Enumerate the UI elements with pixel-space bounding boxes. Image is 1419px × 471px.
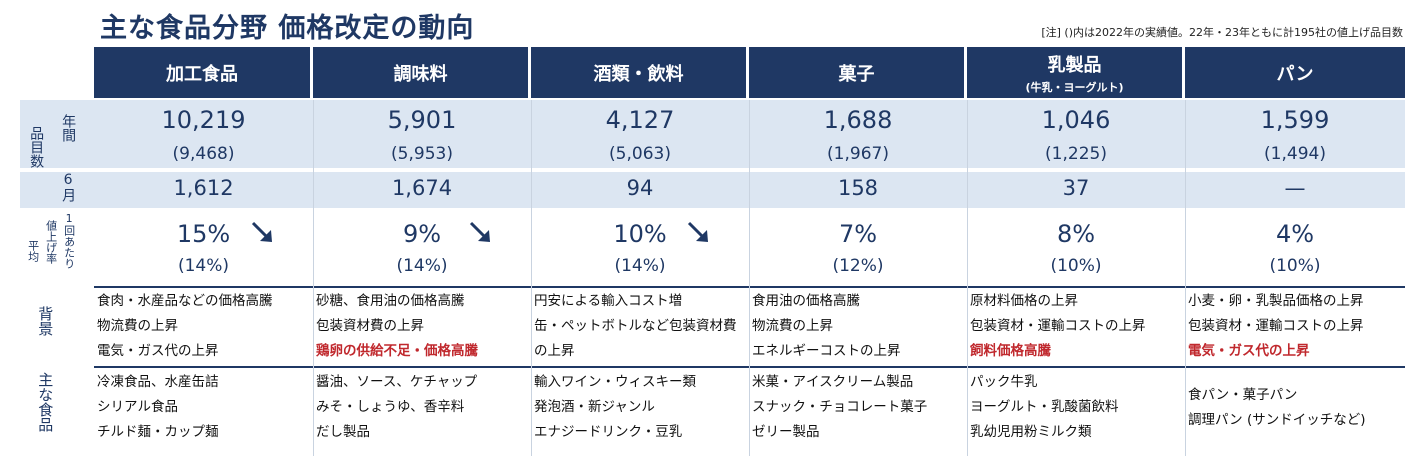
annual-count-2022: (1,225) — [1045, 144, 1107, 164]
food-item: みそ・しょうゆ、香辛料 — [316, 399, 465, 415]
average-rate-2022: (14%) — [177, 256, 230, 276]
food-item: チルド麺・カップ麺 — [97, 424, 219, 440]
average-rate: 7% — [838, 220, 878, 248]
background-reason: 小麦・卵・乳製品価格の上昇 — [1188, 293, 1364, 309]
annual-count: 1,599 — [1260, 106, 1330, 134]
background-reason: 包装資材・運輸コストの上昇 — [970, 318, 1146, 334]
label-rate: 値上げ率 — [44, 220, 58, 264]
average-rate: 10% — [613, 220, 667, 248]
category-name: 酒類・飲料 — [593, 63, 684, 85]
category-name: 調味料 — [393, 63, 448, 85]
page-title: 主な食品分野 価格改定の動向 — [100, 13, 475, 44]
average-rate-2022: (14%) — [614, 256, 666, 276]
column-separator — [967, 100, 968, 456]
food-item: スナック・チョコレート菓子 — [752, 399, 928, 415]
background-reason: の上昇 — [534, 343, 575, 359]
category-name: 加工食品 — [166, 63, 238, 85]
average-rate-2022: (12%) — [832, 256, 884, 276]
label-main-foods: 主な食品 — [36, 372, 55, 432]
food-item: シリアル食品 — [97, 399, 178, 415]
food-item: ゼリー製品 — [752, 424, 820, 440]
food-item: 食パン・菓子パン — [1188, 387, 1298, 403]
label-average: 平均 — [26, 240, 40, 262]
june-count: 1,674 — [391, 176, 453, 200]
background-reason: 缶・ペットボトルなど包装資材費 — [534, 318, 737, 334]
category-header-1: 調味料 — [313, 47, 531, 98]
category-name: 菓子 — [838, 63, 875, 85]
june-count: 94 — [626, 176, 654, 200]
average-rate-2022: (10%) — [1050, 256, 1102, 276]
food-item: 輸入ワイン・ウィスキー類 — [534, 374, 696, 390]
annual-count-2022: (5,953) — [391, 144, 453, 164]
food-item: 乳幼児用粉ミルク類 — [970, 424, 1092, 440]
background-reason: 食用油の価格高騰 — [752, 293, 860, 309]
background-reason: 鶏卵の供給不足・価格高騰 — [316, 343, 478, 359]
annual-count: 4,127 — [605, 106, 675, 134]
food-item: 冷凍食品、水産缶詰 — [97, 374, 219, 390]
background-reason: 包装資材・運輸コストの上昇 — [1188, 318, 1364, 334]
category-header-0: 加工食品 — [94, 47, 313, 98]
june-items-row-band — [20, 172, 1405, 208]
background-reason: 原材料価格の上昇 — [970, 293, 1078, 309]
footnote: [注] ()内は2022年の実績値。22年・23年ともに計195社の値上げ品目数 — [1041, 26, 1403, 39]
label-per-time: 1回あたり — [62, 212, 76, 269]
column-separator — [313, 100, 314, 456]
background-reason: 包装資材費の上昇 — [316, 318, 424, 334]
background-reason: 電気・ガス代の上昇 — [97, 343, 219, 359]
background-reason: エネルギーコストの上昇 — [752, 343, 901, 359]
category-name: 乳製品 — [1047, 54, 1102, 76]
annual-count: 5,901 — [387, 106, 457, 134]
average-rate: 4% — [1275, 220, 1315, 248]
background-reason: 砂糖、食用油の価格高騰 — [316, 293, 465, 309]
average-rate: 9% — [402, 220, 442, 248]
average-rate: 8% — [1056, 220, 1096, 248]
june-count: 1,612 — [173, 176, 234, 200]
category-header-5: パン — [1185, 47, 1405, 98]
food-item: 調理パン (サンドイッチなど) — [1188, 412, 1366, 428]
annual-count-2022: (9,468) — [172, 144, 235, 164]
average-rate-2022: (14%) — [396, 256, 448, 276]
label-items-count: 品目数 — [28, 126, 45, 168]
column-separator — [531, 100, 532, 456]
food-item: エナジードリンク・豆乳 — [534, 424, 683, 440]
category-header-3: 菓子 — [749, 47, 967, 98]
annual-items-row-band — [20, 100, 1405, 168]
label-june: 6月 — [60, 172, 77, 202]
annual-count-2022: (1,494) — [1264, 144, 1326, 164]
background-reason: 物流費の上昇 — [97, 318, 178, 334]
annual-count: 1,688 — [823, 106, 893, 134]
down-right-arrow-icon — [687, 221, 708, 242]
food-item: 米菓・アイスクリーム製品 — [752, 374, 914, 390]
average-rate: 15% — [176, 220, 231, 248]
annual-count-2022: (1,967) — [827, 144, 889, 164]
down-right-arrow-icon — [251, 221, 272, 242]
column-separator — [1185, 100, 1186, 456]
background-reason: 電気・ガス代の上昇 — [1188, 343, 1310, 359]
background-reason: 食肉・水産品などの価格高騰 — [97, 293, 273, 309]
category-header-2: 酒類・飲料 — [531, 47, 749, 98]
label-annual: 年間 — [60, 114, 77, 142]
category-header-4: 乳製品 (牛乳・ヨーグルト) — [967, 47, 1185, 98]
june-count: 158 — [837, 176, 879, 200]
column-separator — [749, 100, 750, 456]
label-background: 背景 — [36, 306, 55, 336]
background-reason: 物流費の上昇 — [752, 318, 833, 334]
food-item: 発泡酒・新ジャンル — [534, 399, 655, 415]
june-count: — — [1284, 176, 1306, 200]
background-reason: 円安による輸入コスト増 — [534, 293, 683, 309]
category-header-row: 加工食品 調味料 酒類・飲料 菓子 乳製品 (牛乳・ヨーグルト) パン — [94, 47, 1405, 98]
category-subname: (牛乳・ヨーグルト) — [1025, 80, 1124, 94]
category-name: パン — [1276, 63, 1314, 85]
annual-count-2022: (5,063) — [609, 144, 671, 164]
food-item: だし製品 — [316, 424, 370, 440]
food-item: パック牛乳 — [970, 374, 1038, 390]
food-item: ヨーグルト・乳酸菌飲料 — [970, 399, 1119, 415]
down-right-arrow-icon — [469, 221, 490, 242]
background-reason: 飼料価格高騰 — [970, 343, 1051, 359]
food-item: 醤油、ソース、ケチャップ — [316, 374, 478, 390]
average-rate-2022: (10%) — [1269, 256, 1321, 276]
june-count: 37 — [1062, 176, 1090, 200]
annual-count: 1,046 — [1041, 106, 1111, 134]
annual-count: 10,219 — [161, 106, 246, 134]
